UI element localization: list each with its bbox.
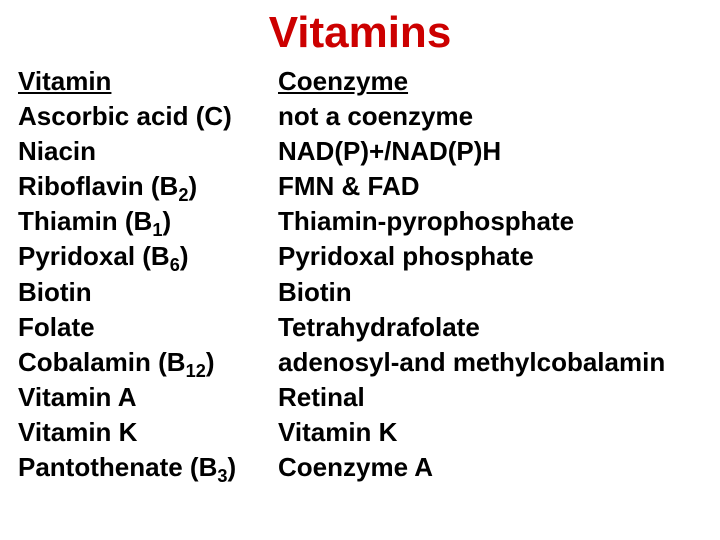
coenzyme-row: Pyridoxal phosphate [278, 239, 720, 274]
page-title: Vitamins [0, 0, 720, 64]
coenzyme-row: Retinal [278, 380, 720, 415]
vitamin-row: Pyridoxal (B6) [18, 239, 278, 274]
vitamin-row: Vitamin A [18, 380, 278, 415]
coenzyme-row: Tetrahydrafolate [278, 310, 720, 345]
vitamin-row: Riboflavin (B2) [18, 169, 278, 204]
coenzyme-row: NAD(P)+/NAD(P)H [278, 134, 720, 169]
coenzyme-row: FMN & FAD [278, 169, 720, 204]
coenzyme-row: Coenzyme A [278, 450, 720, 485]
coenzyme-column: Coenzyme not a coenzyme NAD(P)+/NAD(P)H … [278, 64, 720, 485]
coenzyme-row: not a coenzyme [278, 99, 720, 134]
coenzyme-row: Vitamin K [278, 415, 720, 450]
coenzyme-header: Coenzyme [278, 64, 720, 99]
vitamin-row: Niacin [18, 134, 278, 169]
vitamin-column: Vitamin Ascorbic acid (C) Niacin Ribofla… [18, 64, 278, 485]
coenzyme-row: Thiamin-pyrophosphate [278, 204, 720, 239]
coenzyme-row: adenosyl-and methylcobalamin [278, 345, 720, 380]
vitamin-row: Biotin [18, 275, 278, 310]
content-area: Vitamin Ascorbic acid (C) Niacin Ribofla… [0, 64, 720, 485]
vitamin-row: Ascorbic acid (C) [18, 99, 278, 134]
vitamin-row: Pantothenate (B3) [18, 450, 278, 485]
vitamin-header: Vitamin [18, 64, 278, 99]
coenzyme-row: Biotin [278, 275, 720, 310]
vitamin-row: Vitamin K [18, 415, 278, 450]
vitamin-row: Folate [18, 310, 278, 345]
vitamin-row: Thiamin (B1) [18, 204, 278, 239]
vitamin-row: Cobalamin (B12) [18, 345, 278, 380]
